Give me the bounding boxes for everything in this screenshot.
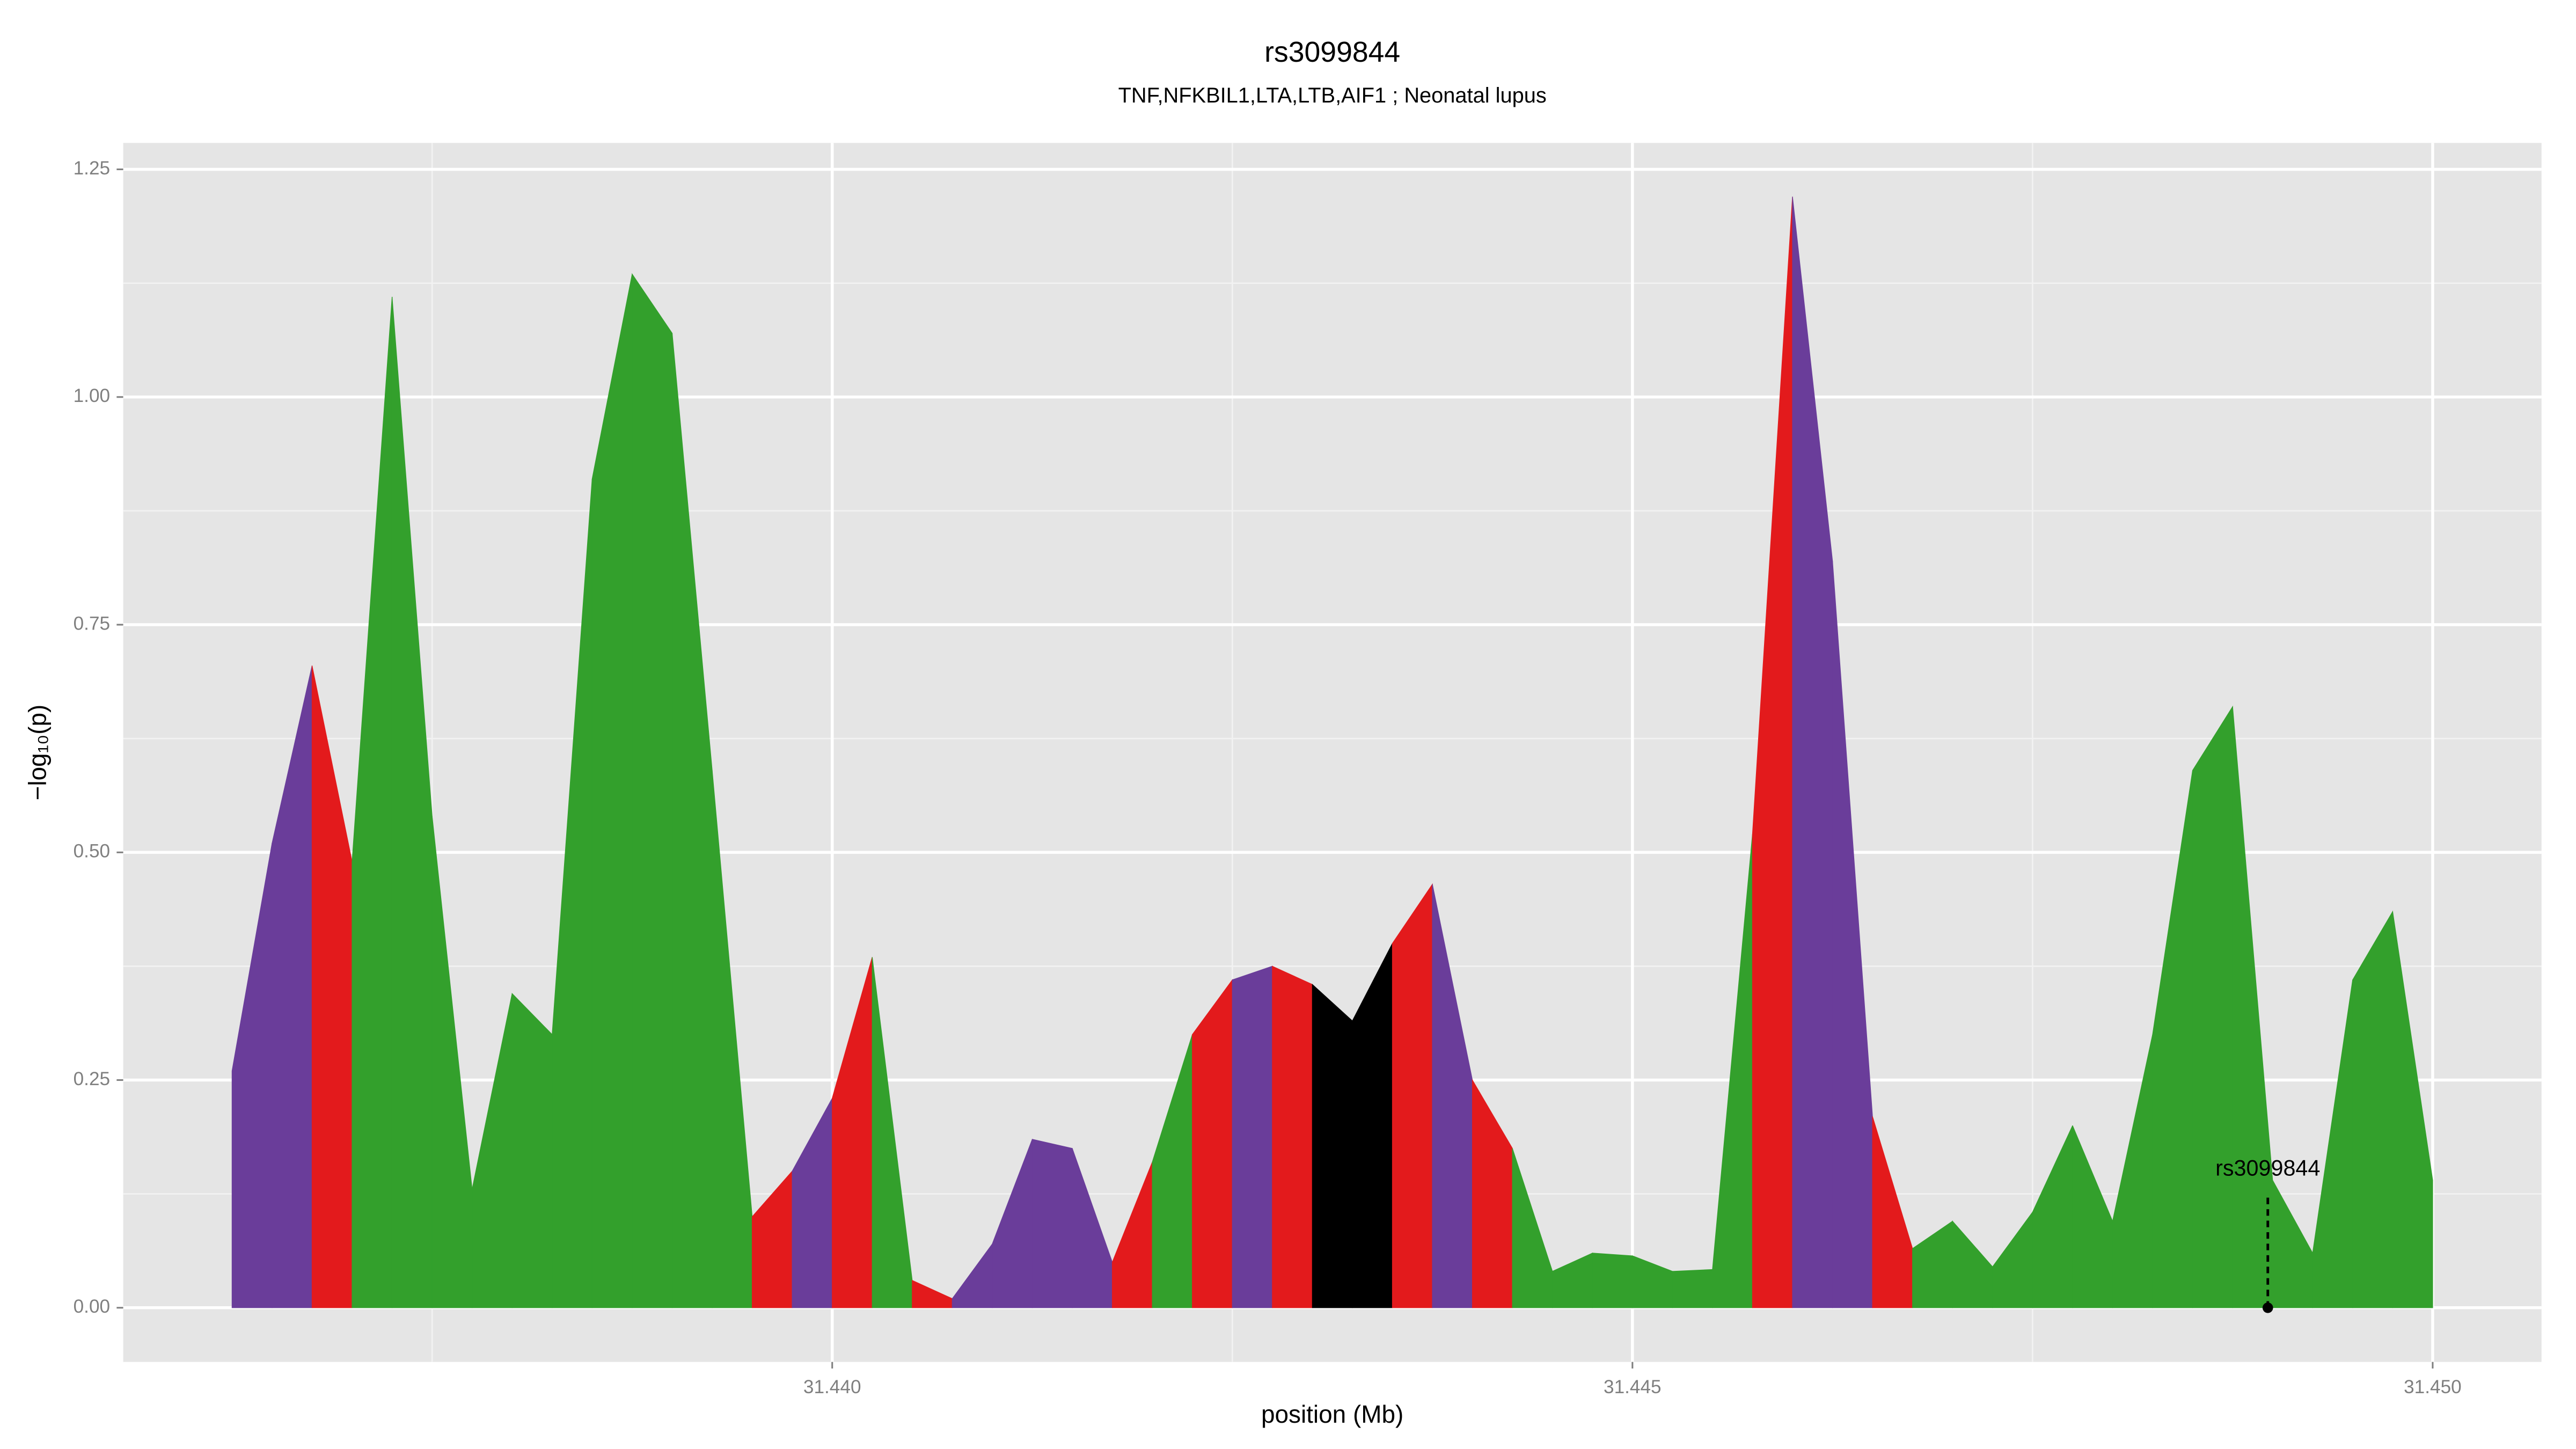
grid (123, 143, 2542, 1362)
area-segment (1232, 965, 1273, 1308)
x-tick-label: 31.440 (803, 1377, 861, 1397)
area-segment (1392, 883, 1433, 1308)
chart-title: rs3099844 (1264, 36, 1400, 68)
x-tick-label: 31.445 (1604, 1377, 1662, 1397)
annotation-point (2262, 1302, 2273, 1313)
area-segment (2192, 705, 2233, 1308)
plot-area: rs3099844 (231, 196, 2433, 1313)
y-tick-label: 0.25 (74, 1069, 111, 1089)
area-segment (632, 273, 673, 1308)
chart-subtitle: TNF,NFKBIL1,LTA,LTB,AIF1 ; Neonatal lupu… (1118, 84, 1547, 107)
y-tick-label: 1.00 (74, 385, 111, 406)
area-segment (511, 992, 553, 1308)
area-segment (1272, 965, 1313, 1308)
x-tick-label: 31.450 (2404, 1377, 2462, 1397)
area-segment (1312, 983, 1353, 1308)
area-segment (1031, 1139, 1073, 1308)
area-segment (1592, 1253, 1633, 1308)
area-segment (2392, 911, 2433, 1308)
area-segment (1192, 978, 1233, 1308)
x-axis-title: position (Mb) (1261, 1400, 1403, 1428)
y-tick-label: 0.75 (74, 613, 111, 634)
y-tick-label: 0.50 (74, 841, 111, 862)
y-axis-title: −log₁₀(p) (24, 705, 52, 801)
y-tick-label: 0.00 (74, 1296, 111, 1317)
area-segment (2352, 910, 2393, 1308)
annotation-label: rs3099844 (2215, 1156, 2320, 1181)
area-segment (1672, 1269, 1713, 1308)
y-tick-label: 1.25 (74, 158, 111, 179)
